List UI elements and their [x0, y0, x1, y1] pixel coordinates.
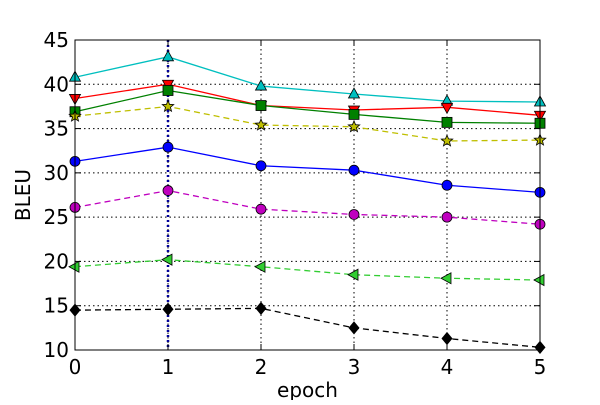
data-point-marker — [161, 253, 173, 266]
data-point-marker — [440, 272, 452, 285]
series-line — [74, 89, 541, 124]
data-point-marker — [441, 179, 453, 191]
data-point-marker — [162, 302, 174, 316]
y-tick-label: 25 — [44, 205, 69, 229]
x-axis-label: epoch — [277, 378, 338, 400]
series-5 — [69, 185, 546, 230]
y-axis-label: BLEU — [11, 169, 35, 221]
plot-frame — [74, 39, 541, 351]
x-tick-label: 3 — [348, 355, 361, 379]
y-tick-label: 20 — [44, 249, 69, 273]
y-tick-label: 15 — [44, 294, 69, 318]
data-point-marker — [533, 273, 545, 287]
data-point-marker — [161, 49, 175, 62]
y-tick-label: 30 — [44, 161, 69, 185]
y-tick-label: 10 — [44, 338, 69, 362]
data-point-marker — [441, 116, 453, 128]
data-point-marker — [255, 301, 267, 315]
series-layer — [68, 49, 547, 354]
data-point-marker — [440, 102, 454, 115]
data-point-marker — [347, 87, 361, 99]
data-point-marker — [162, 141, 174, 153]
x-tick-label: 1 — [162, 355, 175, 379]
data-point-marker — [441, 211, 453, 223]
y-tick-label: 45 — [44, 28, 69, 52]
series-line — [74, 83, 541, 116]
series-line — [74, 146, 541, 193]
data-point-marker — [441, 331, 453, 346]
x-tick-label: 2 — [255, 355, 268, 379]
data-point-marker — [348, 109, 360, 120]
y-tick-label: 40 — [44, 72, 69, 96]
data-point-marker — [255, 203, 267, 215]
series-line — [74, 105, 541, 142]
data-point-marker — [440, 133, 454, 147]
data-point-marker — [348, 321, 360, 335]
series-7 — [69, 301, 546, 354]
x-tick-label: 0 — [69, 355, 82, 379]
data-point-marker — [255, 160, 267, 172]
series-line — [74, 259, 541, 281]
series-6 — [68, 253, 545, 287]
data-point-marker — [348, 209, 360, 220]
data-point-marker — [348, 164, 360, 176]
data-point-marker — [347, 119, 361, 133]
data-point-marker — [162, 85, 174, 96]
data-point-marker — [255, 100, 267, 111]
series-line — [74, 56, 541, 103]
data-point-marker — [254, 260, 266, 273]
data-point-marker — [161, 99, 175, 113]
y-tick-label: 35 — [44, 117, 69, 141]
series-2 — [69, 85, 546, 129]
series-4 — [69, 141, 546, 198]
grid-layer — [75, 40, 540, 350]
data-point-marker — [254, 79, 268, 91]
series-line — [74, 189, 541, 225]
series-0 — [68, 49, 547, 107]
data-point-marker — [347, 268, 359, 281]
data-point-marker — [68, 260, 80, 273]
data-point-marker — [254, 117, 268, 131]
data-point-marker — [162, 185, 174, 196]
series-line — [74, 307, 541, 348]
x-tick-label: 5 — [534, 355, 547, 379]
x-tick-label: 4 — [441, 355, 454, 379]
